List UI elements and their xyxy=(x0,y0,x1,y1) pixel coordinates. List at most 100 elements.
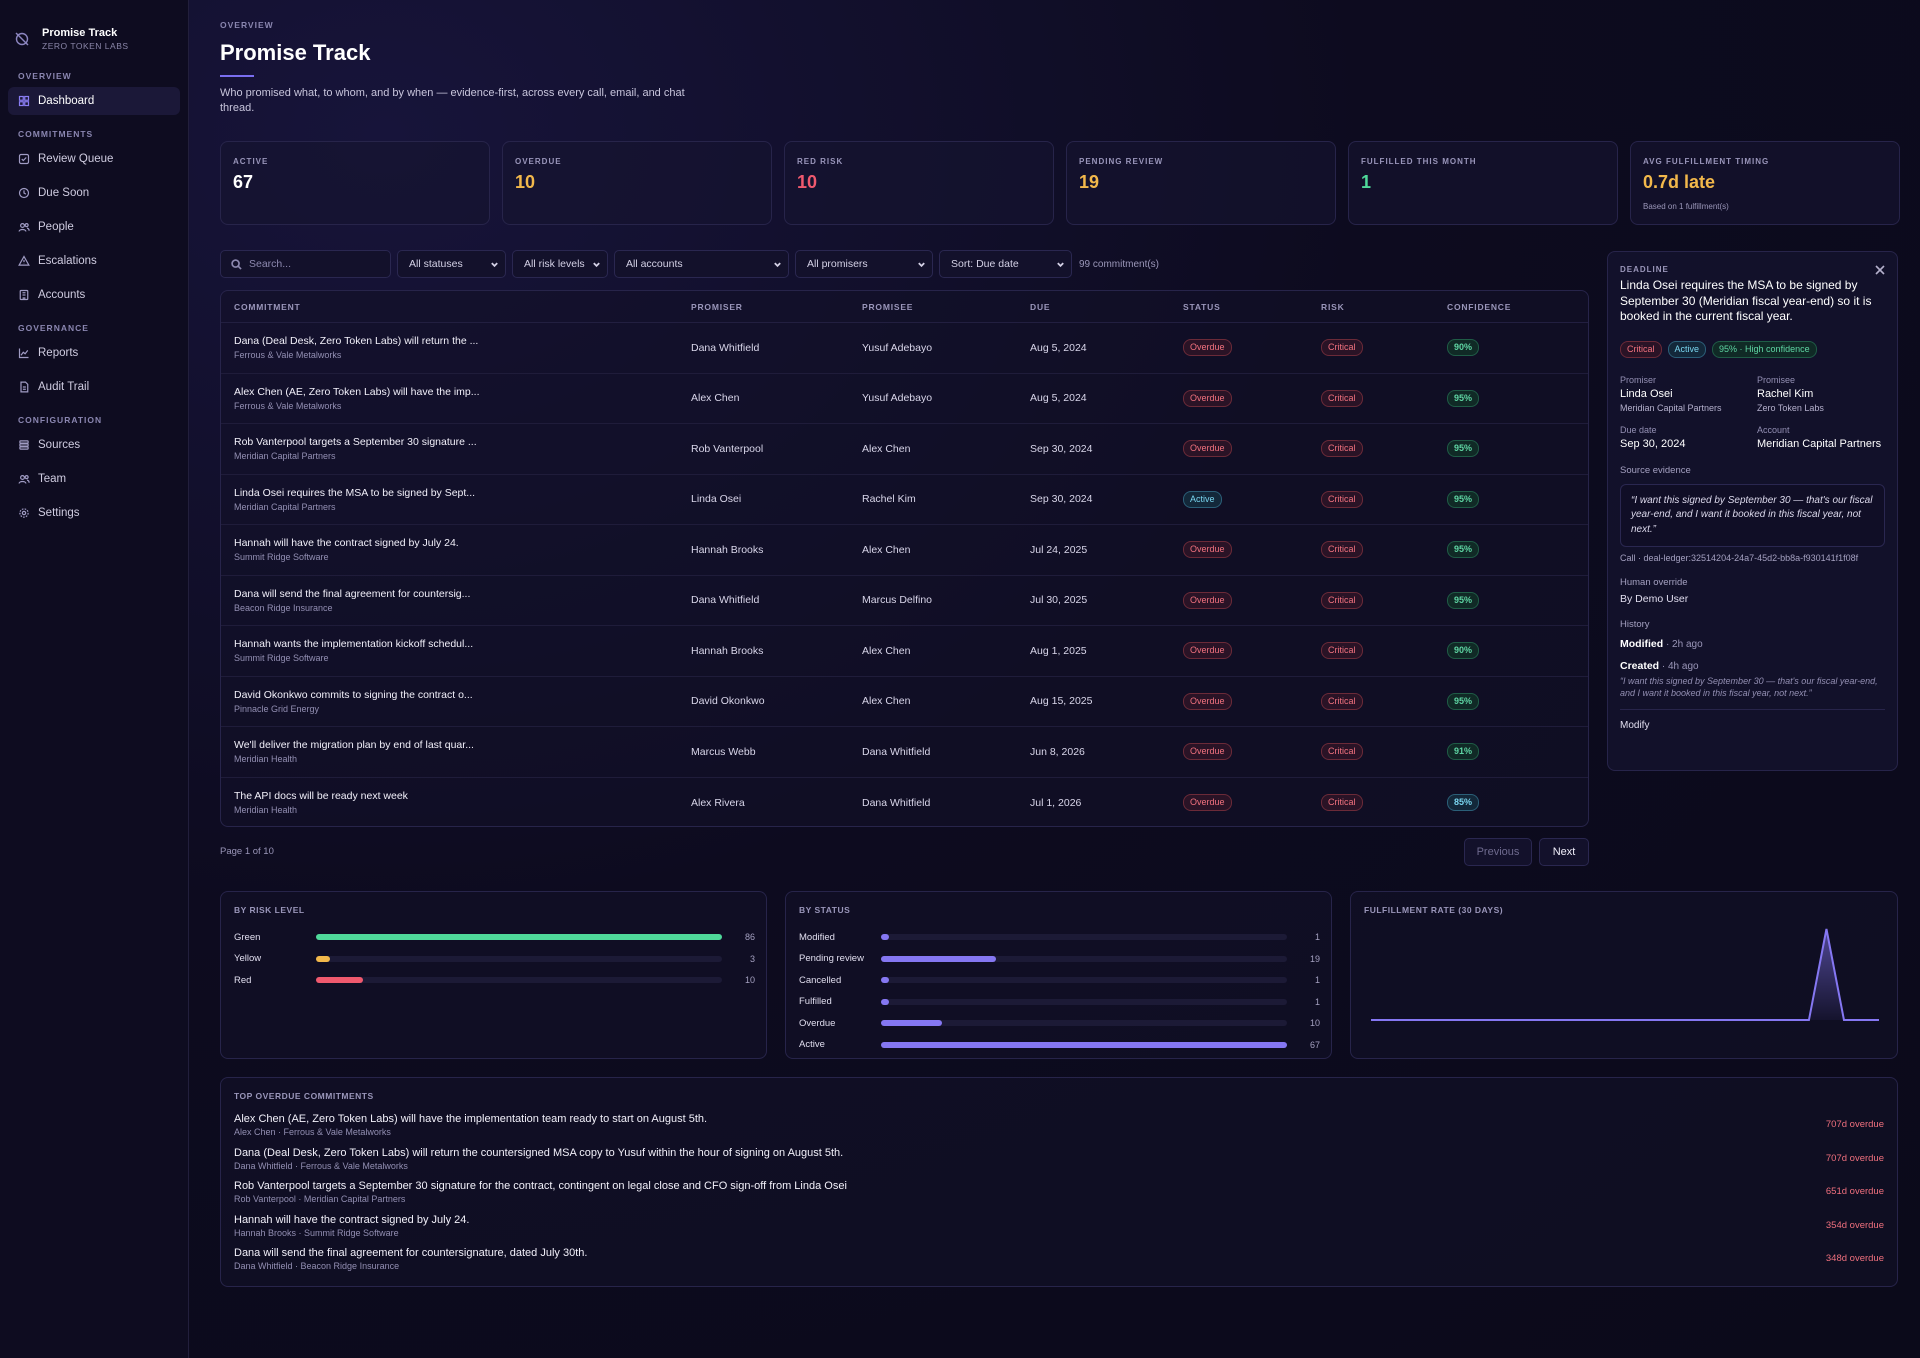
overdue-item[interactable]: Rob Vanterpool targets a September 30 si… xyxy=(234,1180,1884,1204)
sidebar-item-reports[interactable]: Reports xyxy=(8,339,180,367)
bar-label: Red xyxy=(234,974,252,986)
table-row[interactable]: Dana will send the final agreement for c… xyxy=(221,576,1588,626)
sidebar-item-audit-trail[interactable]: Audit Trail xyxy=(8,373,180,401)
sidebar-item-settings[interactable]: Settings xyxy=(8,499,180,527)
overdue-item[interactable]: Dana will send the final agreement for c… xyxy=(234,1247,1884,1271)
status-cell: Overdue xyxy=(1183,541,1321,559)
status-cell: Overdue xyxy=(1183,339,1321,357)
bar-row: Overdue 10 xyxy=(799,1016,1320,1030)
account-field: Account Meridian Capital Partners xyxy=(1757,425,1887,451)
close-icon[interactable] xyxy=(1875,265,1885,275)
status-cell: Overdue xyxy=(1183,440,1321,458)
promiser-name[interactable]: Linda Osei xyxy=(1620,387,1673,400)
promisee-cell: Alex Chen xyxy=(862,442,911,455)
table-row[interactable]: Hannah wants the implementation kickoff … xyxy=(221,626,1588,677)
previous-page-button[interactable]: Previous xyxy=(1464,838,1532,866)
table-row[interactable]: Alex Chen (AE, Zero Token Labs) will hav… xyxy=(221,374,1588,424)
overdue-days: 354d overdue xyxy=(1825,1219,1884,1231)
commitment-account: Meridian Health xyxy=(234,805,298,816)
search-box[interactable] xyxy=(220,250,391,278)
confidence-badge: 90% xyxy=(1447,642,1480,660)
due-cell: Aug 5, 2024 xyxy=(1030,392,1087,405)
accounts-filter[interactable]: All accounts xyxy=(614,250,789,278)
sidebar-item-escalations[interactable]: Escalations xyxy=(8,247,180,275)
status-filter[interactable]: All statuses xyxy=(397,250,506,278)
col-header-confidence[interactable]: CONFIDENCE xyxy=(1447,301,1512,312)
bar-label: Fulfilled xyxy=(799,996,832,1007)
col-header-due[interactable]: DUE xyxy=(1030,301,1051,312)
sidebar-item-dashboard[interactable]: Dashboard xyxy=(8,87,180,115)
sort-select[interactable]: Sort: Due date xyxy=(939,250,1072,278)
table-row[interactable]: We'll deliver the migration plan by end … xyxy=(221,727,1588,778)
bar-fill xyxy=(316,977,364,983)
stat-card[interactable]: FULFILLED THIS MONTH 1 xyxy=(1348,141,1618,225)
risk-badge: Critical xyxy=(1321,541,1363,559)
sidebar-item-accounts[interactable]: Accounts xyxy=(8,281,180,309)
risk-cell: Critical xyxy=(1321,794,1447,812)
modify-button[interactable]: Modify xyxy=(1620,720,1650,731)
promisee-cell: Dana Whitfield xyxy=(862,796,931,809)
promisee-cell: Rachel Kim xyxy=(862,493,916,506)
bar-row: Active 67 xyxy=(799,1038,1320,1052)
sidebar-item-review-queue[interactable]: Review Queue xyxy=(8,145,180,173)
status-badge: Active xyxy=(1667,340,1707,358)
promisee-cell: Alex Chen xyxy=(862,695,911,708)
due-cell: Aug 5, 2024 xyxy=(1030,341,1087,354)
col-header-promisee[interactable]: PROMISEE xyxy=(862,301,914,312)
nav-section-label: COMMITMENTS xyxy=(18,129,94,139)
due-date-value: Sep 30, 2024 xyxy=(1620,437,1686,450)
people-icon xyxy=(18,475,30,484)
overdue-item[interactable]: Hannah will have the contract signed by … xyxy=(234,1214,1884,1238)
stat-card[interactable]: AVG FULFILLMENT TIMING 0.7d late Based on … xyxy=(1630,141,1900,225)
next-page-button[interactable]: Next xyxy=(1539,838,1589,866)
stat-card[interactable]: ACTIVE 67 xyxy=(220,141,490,225)
promisers-filter[interactable]: All promisers xyxy=(795,250,933,278)
sidebar-item-sources[interactable]: Sources xyxy=(8,431,180,459)
stat-card[interactable]: PENDING REVIEW 19 xyxy=(1066,141,1336,225)
overdue-item[interactable]: Alex Chen (AE, Zero Token Labs) will hav… xyxy=(234,1113,1884,1137)
stat-card[interactable]: OVERDUE 10 xyxy=(502,141,772,225)
col-header-commitment[interactable]: COMMITMENT xyxy=(234,301,301,312)
detail-tags: Critical Active 95% · High confidence xyxy=(1620,340,1885,358)
checkbox-icon xyxy=(18,153,30,165)
stat-label: FULFILLED THIS MONTH xyxy=(1361,157,1477,166)
history-time: · 4h ago xyxy=(1659,661,1699,672)
risk-badge: Critical xyxy=(1321,440,1363,458)
table-row[interactable]: Linda Osei requires the MSA to be signed… xyxy=(221,475,1588,525)
search-input[interactable] xyxy=(249,258,379,270)
risk-badge: Critical xyxy=(1620,340,1662,358)
commitment-cell: Rob Vanterpool targets a September 30 si… xyxy=(221,436,691,461)
stat-card[interactable]: RED RISK 10 xyxy=(784,141,1054,225)
stats-row: ACTIVE 67 OVERDUE 10 RED RISK 10 PENDING REVIE… xyxy=(220,141,1900,225)
brand[interactable]: Promise Track ZERO TOKEN LABS xyxy=(0,0,188,60)
promiser-cell: Hannah Brooks xyxy=(691,644,764,657)
sidebar-item-people[interactable]: People xyxy=(8,213,180,241)
table-row[interactable]: David Okonkwo commits to signing the con… xyxy=(221,677,1588,727)
fulfillment-chart xyxy=(1371,928,1879,1021)
commitment-title: We'll deliver the migration plan by end … xyxy=(234,739,474,752)
status-cell: Overdue xyxy=(1183,794,1321,812)
col-header-risk[interactable]: RISK xyxy=(1321,301,1345,312)
bar-label: Active xyxy=(799,1039,825,1050)
table-row[interactable]: The API docs will be ready next week Meri… xyxy=(221,778,1588,827)
evidence-source[interactable]: Call · deal-ledger:32514204-24a7-45d2-bb… xyxy=(1620,553,1859,563)
sidebar-item-due-soon[interactable]: Due Soon xyxy=(8,179,180,207)
bar-value: 1 xyxy=(1314,975,1320,985)
account-value[interactable]: Meridian Capital Partners xyxy=(1757,437,1882,450)
panel-title: BY RISK LEVEL xyxy=(234,905,305,915)
table-row[interactable]: Rob Vanterpool targets a September 30 si… xyxy=(221,424,1588,475)
stat-note: Based on 1 fulfillment(s) xyxy=(1643,202,1729,211)
sidebar-item-team[interactable]: Team xyxy=(8,465,180,493)
overdue-meta: Rob Vanterpool · Meridian Capital Partne… xyxy=(234,1194,406,1205)
col-header-status[interactable]: STATUS xyxy=(1183,301,1221,312)
risk-filter[interactable]: All risk levels xyxy=(512,250,608,278)
overdue-item[interactable]: Dana (Deal Desk, Zero Token Labs) will r… xyxy=(234,1147,1884,1171)
table-row[interactable]: Hannah will have the contract signed by … xyxy=(221,525,1588,576)
promisee-name[interactable]: Rachel Kim xyxy=(1757,387,1814,400)
promiser-cell: Alex Chen xyxy=(691,392,740,405)
table-row[interactable]: Dana (Deal Desk, Zero Token Labs) will r… xyxy=(221,323,1588,374)
confidence-cell: 90% xyxy=(1447,642,1567,660)
bar-value: 19 xyxy=(1309,953,1320,964)
col-header-promiser[interactable]: PROMISER xyxy=(691,301,743,312)
sidebar-item-label: People xyxy=(38,221,74,233)
